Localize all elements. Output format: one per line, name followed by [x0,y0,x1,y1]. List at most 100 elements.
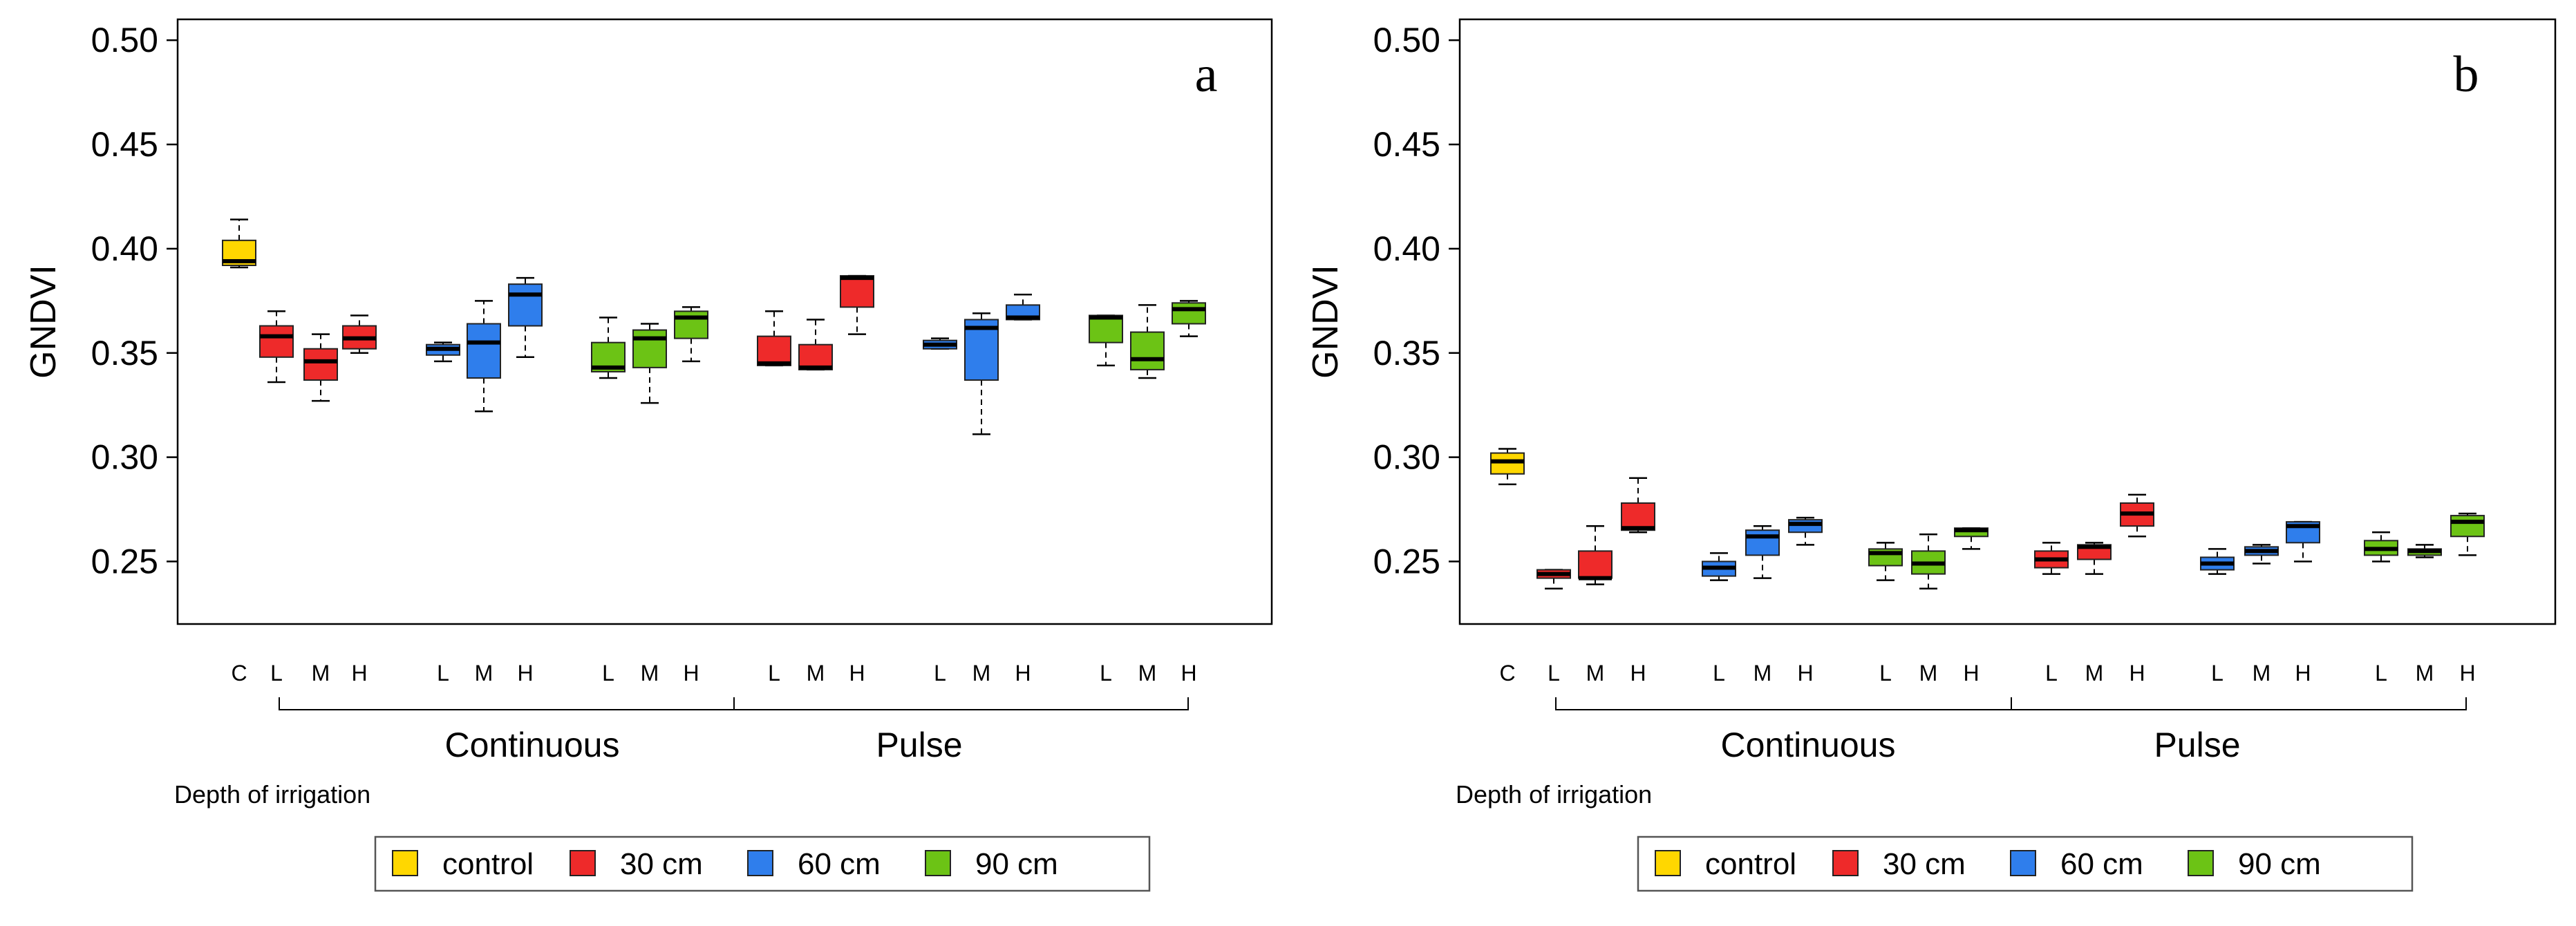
legend-frame [1637,835,2414,892]
x-tick-label: H [2459,661,2475,686]
box-60cm-M [467,300,501,413]
y-tick-label: 0.25 [91,542,158,580]
x-tick-label: C [1499,661,1515,686]
group-label: Pulse [876,726,962,764]
x-tick-label: M [972,661,991,686]
x-tick-label: H [849,661,865,686]
box-90cm-M [2407,544,2442,558]
box-90cm-M [1130,304,1165,379]
x-tick-label: H [351,661,367,686]
box-60cm-L [2200,548,2235,575]
x-tick-label: L [2211,661,2224,686]
legend-label: 60 cm [798,847,881,881]
group-label: Continuous [1721,726,1896,764]
y-axis-label: GNDVI [1306,265,1346,379]
box-30cm-L [1536,569,1571,589]
box-body [1089,314,1123,343]
x-tick-label: H [2129,661,2145,686]
box-30cm-M [798,319,833,371]
x-tick-label: L [2375,661,2387,686]
y-tick-label: 0.35 [91,334,158,372]
box-30cm-M [2077,542,2112,575]
box-60cm-H [2286,520,2320,563]
y-tick-label: 0.45 [91,125,158,164]
x-tick-label: M [1919,661,1938,686]
box-30cm-M [1578,525,1613,585]
box-body [467,323,501,379]
x-tick-label: L [270,661,283,686]
box-body [1578,550,1613,579]
legend-swatch [570,850,596,876]
plot-frame [176,18,1273,625]
box-30cm-H [1621,477,1655,533]
x-tick-label: C [231,661,247,686]
y-tick-label: 0.40 [1373,229,1440,268]
legend-swatch [1832,850,1859,876]
x-tick-label: L [1713,661,1725,686]
box-body [1172,302,1206,325]
box-30cm-L [757,310,791,367]
box-30cm-H [2120,493,2154,538]
box-60cm-L [923,337,957,350]
box-60cm-H [1006,294,1040,321]
x-tick-label: L [1100,661,1112,686]
box-body [674,310,708,339]
x-tick-label: M [2416,661,2434,686]
x-tick-label: H [517,661,533,686]
box-90cm-H [674,306,708,363]
y-tick-label: 0.30 [1373,438,1440,477]
x-tick-label: H [1963,661,1979,686]
x-tick-label: H [1797,661,1813,686]
y-tick-label: 0.40 [91,229,158,268]
x-tick-label: H [1630,661,1646,686]
panel-letter: a [1195,46,1218,103]
legend-swatch [2010,850,2036,876]
legend-swatch [1655,850,1681,876]
x-tick-label: M [1754,661,1772,686]
x-tick-label: H [2295,661,2311,686]
box-body [259,325,294,358]
x-tick-label: M [312,661,330,686]
legend-label: 30 cm [620,847,703,881]
x-tick-label: M [475,661,493,686]
y-tick-label: 0.50 [91,21,158,59]
box-body [1490,452,1525,475]
box-body [757,335,791,366]
x-tick-label: H [1015,661,1031,686]
x-tick-label: M [807,661,825,686]
legend: control 30 cm 60 cm 90 cm [1637,835,2414,892]
box-body [798,343,833,370]
box-body [1130,331,1165,370]
plot-frame [1458,18,2557,625]
box-body [2450,515,2485,538]
box-60cm-H [508,276,543,359]
box-90cm-H [1954,527,1989,550]
legend-label: 90 cm [2238,847,2321,881]
box-30cm-H [840,274,874,335]
box-90cm-H [1172,300,1206,337]
box-body [840,275,874,308]
x-tick-label: L [768,661,780,686]
box-60cm-M [964,312,999,435]
box-control-C [222,218,256,269]
box-90cm-L [2364,531,2398,563]
x-tick-label: L [934,661,946,686]
box-30cm-H [342,314,377,355]
y-axis-label: GNDVI [23,265,64,379]
legend-label: 60 cm [2060,847,2143,881]
y-tick-label: 0.35 [1373,334,1440,372]
box-control-C [1490,448,1525,486]
box-body [303,348,338,381]
legend-swatch [2188,850,2214,876]
panel-letter: b [2454,46,2479,103]
box-90cm-M [632,323,667,404]
box-body [1621,502,1655,531]
box-30cm-M [303,333,338,402]
y-tick-label: 0.45 [1373,125,1440,164]
x-tick-label: M [641,661,659,686]
legend-swatch [925,850,951,876]
box-60cm-H [1788,516,1823,546]
